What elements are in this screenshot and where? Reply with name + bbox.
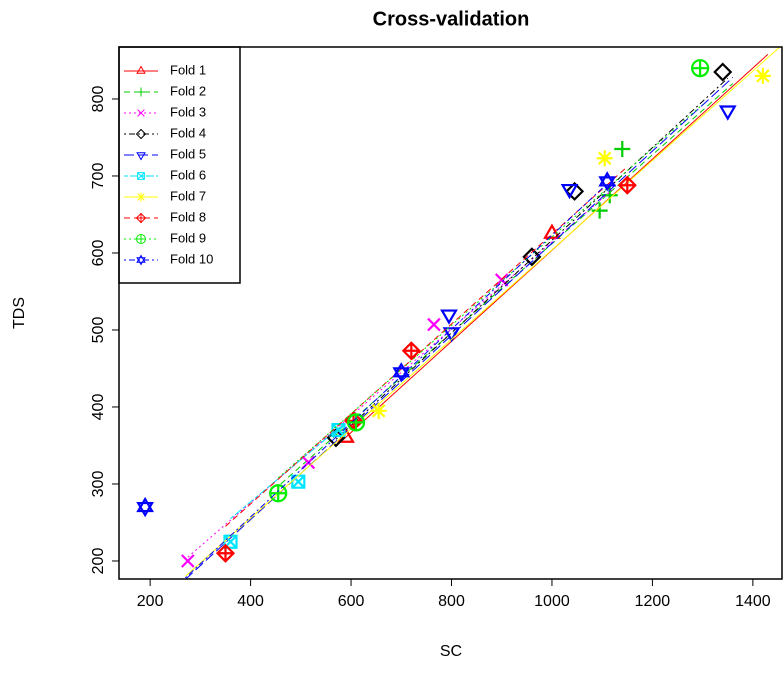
point bbox=[331, 422, 346, 438]
point bbox=[560, 183, 579, 200]
x-tick-label: 600 bbox=[338, 593, 365, 610]
y-tick-label: 300 bbox=[90, 471, 107, 498]
plot-area bbox=[136, 47, 781, 579]
x-tick-label: 1400 bbox=[735, 593, 771, 610]
point bbox=[427, 317, 441, 332]
point bbox=[596, 150, 613, 167]
legend-marker bbox=[135, 212, 147, 224]
x-tick-label: 200 bbox=[137, 593, 164, 610]
x-tick-label: 400 bbox=[237, 593, 264, 610]
legend-box bbox=[118, 46, 241, 284]
legend-marker bbox=[135, 128, 147, 140]
y-tick-label: 200 bbox=[90, 548, 107, 575]
legend-marker bbox=[136, 254, 146, 266]
legend-marker bbox=[136, 152, 146, 161]
legend-marker bbox=[136, 87, 146, 97]
y-axis-label: TDS bbox=[11, 297, 28, 329]
point bbox=[565, 181, 585, 201]
legend-label: Fold 4 bbox=[170, 125, 206, 140]
legend-label: Fold 2 bbox=[170, 83, 206, 98]
legend-label: Fold 3 bbox=[170, 104, 206, 119]
x-axis-label: SC bbox=[440, 643, 462, 660]
fit-line bbox=[184, 183, 608, 579]
point bbox=[617, 175, 637, 195]
fit-line bbox=[184, 47, 781, 577]
point bbox=[291, 474, 306, 489]
point bbox=[370, 402, 387, 419]
axes: 200 400 600 800 1000 1200 1400 200 300 400 500 600 7… bbox=[90, 86, 771, 611]
legend-marker bbox=[136, 65, 146, 74]
point bbox=[691, 59, 710, 78]
y-tick-label: 600 bbox=[90, 240, 107, 267]
legend-marker bbox=[135, 234, 147, 244]
legend-label: Fold 1 bbox=[170, 62, 206, 77]
legend-marker bbox=[137, 172, 145, 180]
point bbox=[392, 362, 411, 383]
point bbox=[713, 62, 733, 82]
plot-box bbox=[118, 46, 783, 580]
x-tick-label: 800 bbox=[438, 593, 465, 610]
point bbox=[442, 327, 461, 343]
legend-label: Fold 8 bbox=[170, 209, 206, 224]
point bbox=[754, 67, 771, 84]
legend-label: Fold 6 bbox=[170, 167, 206, 182]
point bbox=[522, 247, 542, 267]
legend-label: Fold 7 bbox=[170, 188, 206, 203]
y-tick-label: 800 bbox=[90, 86, 107, 113]
legend-label: Fold 5 bbox=[170, 146, 206, 161]
fit-line bbox=[187, 189, 613, 558]
x-tick-label: 1000 bbox=[534, 593, 570, 610]
legend-marker bbox=[136, 192, 146, 202]
point bbox=[598, 171, 617, 192]
y-tick-label: 500 bbox=[90, 317, 107, 344]
fit-line bbox=[277, 103, 703, 479]
y-tick-label: 700 bbox=[90, 163, 107, 190]
point bbox=[401, 341, 421, 361]
x-tick-label: 1200 bbox=[635, 593, 671, 610]
legend-marker bbox=[137, 109, 145, 117]
point bbox=[215, 543, 236, 563]
chart-title: Cross-validation bbox=[373, 8, 530, 30]
legend-label: Fold 9 bbox=[170, 230, 206, 245]
point bbox=[440, 309, 458, 325]
point bbox=[346, 413, 366, 432]
fit-line bbox=[225, 166, 628, 527]
legend-label: Fold 10 bbox=[170, 251, 213, 266]
point bbox=[269, 484, 288, 503]
point bbox=[136, 496, 154, 518]
y-tick-label: 400 bbox=[90, 394, 107, 421]
point bbox=[181, 554, 195, 568]
point bbox=[614, 141, 631, 158]
point bbox=[591, 202, 608, 219]
point bbox=[718, 105, 737, 121]
point bbox=[494, 273, 509, 287]
point bbox=[543, 223, 561, 239]
legend: Fold 1 Fold 2 Fold 3 Fold 4 Fold 5 Fold 6 Fold… bbox=[118, 46, 241, 284]
fit-line bbox=[335, 77, 729, 440]
